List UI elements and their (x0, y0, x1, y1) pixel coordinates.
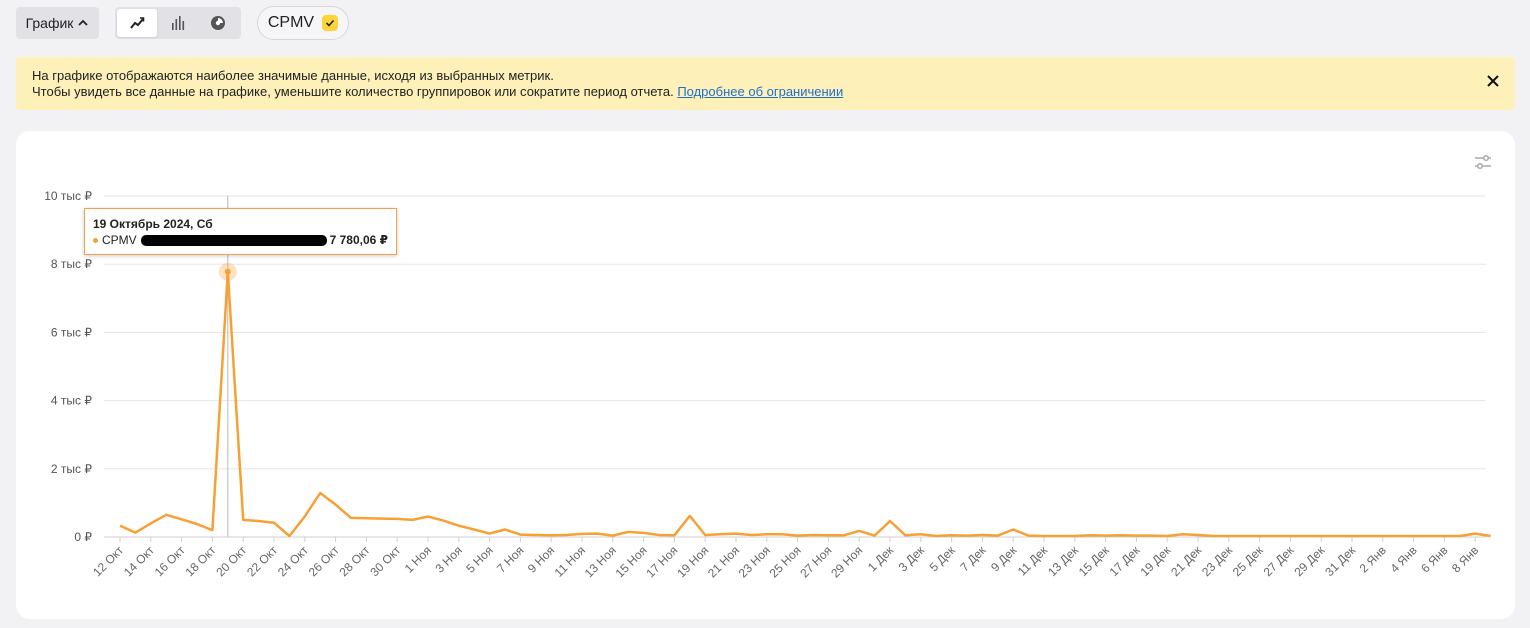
x-tick-label: 17 Ноя (643, 543, 680, 580)
x-tick-label: 19 Дек (1137, 543, 1173, 579)
tooltip-date: 19 Октябрь 2024, Сб (93, 217, 213, 231)
bar-chart-button[interactable] (158, 9, 198, 37)
x-tick-label: 18 Окт (183, 543, 219, 579)
x-tick-label: 12 Окт (90, 543, 126, 579)
x-tick-label: 20 Окт (213, 543, 249, 579)
notice-more-link[interactable]: Подробнее об ограничении (677, 84, 844, 99)
highlight-point (224, 268, 231, 275)
y-tick-label: 0 ₽ (74, 530, 92, 544)
x-tick-label: 21 Ноя (705, 543, 742, 580)
x-tick-label: 25 Ноя (767, 543, 804, 580)
bar-chart-icon (171, 16, 184, 30)
view-toggle-button[interactable]: График (16, 7, 99, 39)
check-icon (322, 15, 339, 31)
y-tick-label: 8 тыс ₽ (51, 257, 92, 271)
redacted-block (140, 234, 327, 246)
chart-type-switch (115, 7, 241, 39)
x-tick-label: 28 Окт (337, 543, 373, 579)
x-tick-label: 13 Дек (1045, 543, 1081, 579)
tooltip-row: CPMV 7 780,06 ₽ (93, 232, 388, 248)
close-icon (1487, 75, 1499, 87)
x-tick-label: 11 Дек (1015, 543, 1051, 579)
x-tick-label: 17 Дек (1107, 543, 1143, 579)
x-tick-label: 15 Ноя (613, 543, 650, 580)
view-toggle-label: График (25, 15, 74, 31)
y-tick-label: 6 тыс ₽ (51, 325, 92, 339)
notice-line-1: На графике отображаются наиболее значимы… (32, 68, 554, 83)
x-tick-label: 22 Окт (244, 543, 280, 579)
series-dot (93, 237, 98, 243)
chart-tooltip: 19 Октябрь 2024, Сб CPMV 7 780,06 ₽ (84, 208, 397, 255)
x-tick-label: 3 Ноя (432, 543, 464, 575)
x-tick-label: 27 Ноя (797, 543, 834, 580)
pie-chart-button[interactable] (198, 9, 238, 37)
x-tick-label: 3 Дек (896, 543, 928, 575)
y-tick-label: 10 тыс ₽ (44, 189, 92, 203)
metric-chip-label: CPMV (267, 14, 315, 31)
x-tick-label: 24 Окт (275, 543, 311, 579)
x-tick-label: 27 Дек (1261, 543, 1297, 579)
x-tick-label: 15 Дек (1076, 543, 1112, 579)
chart-card: 0 ₽2 тыс ₽4 тыс ₽6 тыс ₽8 тыс ₽10 тыс ₽1… (16, 131, 1515, 619)
x-tick-label: 29 Ноя (828, 543, 865, 580)
limit-notice: На графике отображаются наиболее значимы… (16, 57, 1515, 110)
line-chart-button[interactable] (117, 9, 157, 37)
x-tick-label: 21 Дек (1168, 543, 1204, 579)
metric-chip-cpmv[interactable]: CPMV (257, 6, 349, 40)
x-tick-label: 23 Ноя (736, 543, 773, 580)
chart-settings-icon[interactable] (1474, 153, 1492, 171)
x-tick-label: 19 Ноя (674, 543, 711, 580)
x-tick-label: 7 Дек (957, 543, 989, 575)
y-tick-label: 2 тыс ₽ (51, 462, 92, 476)
x-tick-label: 6 Янв (1418, 543, 1450, 575)
x-tick-label: 4 Янв (1387, 543, 1419, 575)
tooltip-metric: CPMV (102, 233, 137, 247)
x-tick-label: 23 Дек (1199, 543, 1235, 579)
notice-line-2: Чтобы увидеть все данные на графике, уме… (32, 84, 1499, 100)
x-tick-label: 7 Ноя (494, 543, 526, 575)
x-tick-label: 8 Янв (1449, 543, 1481, 575)
series-line-cpmv (119, 270, 1491, 538)
pie-chart-icon (211, 16, 226, 30)
y-tick-label: 4 тыс ₽ (51, 394, 92, 408)
x-tick-label: 2 Янв (1357, 543, 1389, 575)
x-tick-label: 16 Окт (152, 543, 188, 579)
cpmv-line-chart: 0 ₽2 тыс ₽4 тыс ₽6 тыс ₽8 тыс ₽10 тыс ₽1… (44, 189, 1491, 580)
line-chart-icon (130, 17, 145, 29)
x-tick-label: 26 Окт (306, 543, 342, 579)
x-tick-label: 11 Ноя (552, 543, 589, 580)
x-tick-label: 25 Дек (1230, 543, 1266, 579)
x-tick-label: 1 Ноя (402, 543, 434, 575)
x-tick-label: 30 Окт (367, 543, 403, 579)
x-tick-label: 31 Дек (1322, 543, 1358, 579)
notice-line-2-text: Чтобы увидеть все данные на графике, уме… (32, 84, 674, 99)
tooltip-value: 7 780,06 ₽ (329, 233, 388, 247)
x-tick-label: 29 Дек (1291, 543, 1327, 579)
x-tick-label: 1 Дек (865, 543, 897, 575)
x-tick-label: 5 Дек (927, 543, 959, 575)
notice-close-button[interactable] (1483, 71, 1503, 91)
x-tick-label: 14 Окт (121, 543, 157, 579)
chevron-up-icon (78, 19, 89, 26)
x-tick-label: 13 Ноя (582, 543, 619, 580)
x-tick-label: 5 Ноя (463, 543, 495, 575)
